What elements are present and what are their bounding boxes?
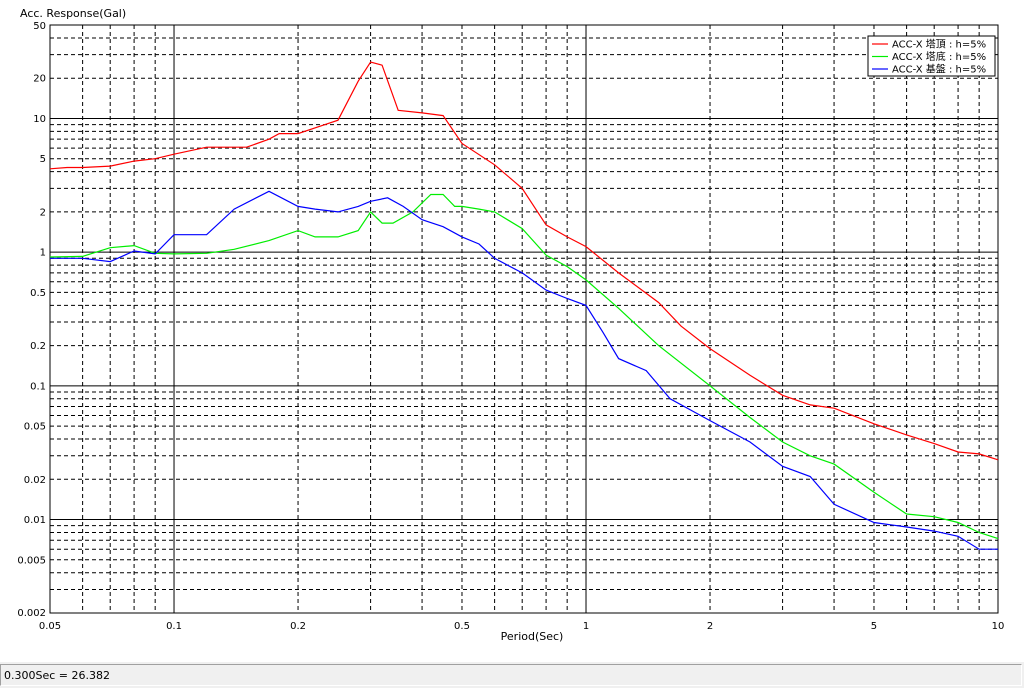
y-tick-label: 0.2	[30, 341, 46, 352]
legend-label-2: ACC-X 基盤 : h=5%	[892, 63, 986, 76]
y-tick-label: 10	[33, 114, 46, 125]
y-tick-label: 0.02	[24, 475, 46, 486]
y-tick-label: 0.5	[30, 288, 46, 299]
x-tick-label: 0.05	[39, 621, 61, 632]
x-tick-labels: 0.05 0.1 0.2 0.5 1 2 5 10	[39, 621, 1005, 632]
y-tick-labels: 50 20 10 5 2 1 0.5 0.2 0.1 0.05 0.02 0.01 0.005 0.002	[17, 21, 46, 619]
x-tick-label: 0.5	[454, 621, 470, 632]
x-tick-label: 0.1	[166, 621, 182, 632]
x-tick-label: 2	[707, 621, 713, 632]
chart-window: Acc. Response(Gal) 50 20 10 5 2 1 0.5 0.2 0.1 0.0…	[0, 0, 1024, 662]
y-tick-label: 50	[33, 21, 46, 32]
y-tick-label: 20	[33, 74, 46, 85]
y-tick-label: 0.005	[17, 555, 46, 566]
series-line-2	[50, 190, 998, 550]
x-tick-label: 1	[583, 621, 589, 632]
plot-frame	[49, 24, 999, 614]
status-bar: 0.300Sec = 26.382	[0, 664, 1022, 686]
y-tick-label: 5	[40, 154, 46, 165]
x-tick-label: 10	[992, 621, 1005, 632]
y-tick-label: 0.1	[30, 381, 46, 392]
legend: ACC-X 塔頂 : h=5%ACC-X 塔底 : h=5%ACC-X 基盤 :…	[867, 35, 996, 77]
x-tick-label: 5	[871, 621, 877, 632]
series-line-0	[49, 61, 999, 461]
series-line-1	[49, 193, 999, 540]
x-axis-title: Period(Sec)	[501, 630, 564, 643]
legend-label-0: ACC-X 塔頂 : h=5%	[892, 38, 986, 51]
y-tick-label: 2	[40, 207, 46, 218]
y-axis-title: Acc. Response(Gal)	[20, 7, 126, 20]
y-tick-label: 0.01	[24, 515, 46, 526]
y-tick-label: 0.002	[17, 608, 46, 619]
series-lines	[49, 61, 999, 550]
x-tick-label: 0.2	[290, 621, 306, 632]
y-tick-label: 0.05	[24, 422, 46, 433]
y-tick-label: 1	[40, 248, 46, 259]
legend-label-1: ACC-X 塔底 : h=5%	[892, 50, 986, 63]
response-spectrum-chart: Acc. Response(Gal) 5020105210.50.20.10.0…	[17, 7, 1005, 643]
grid	[50, 25, 998, 613]
legend-box	[867, 35, 996, 77]
status-readout: 0.300Sec = 26.382	[4, 669, 110, 682]
